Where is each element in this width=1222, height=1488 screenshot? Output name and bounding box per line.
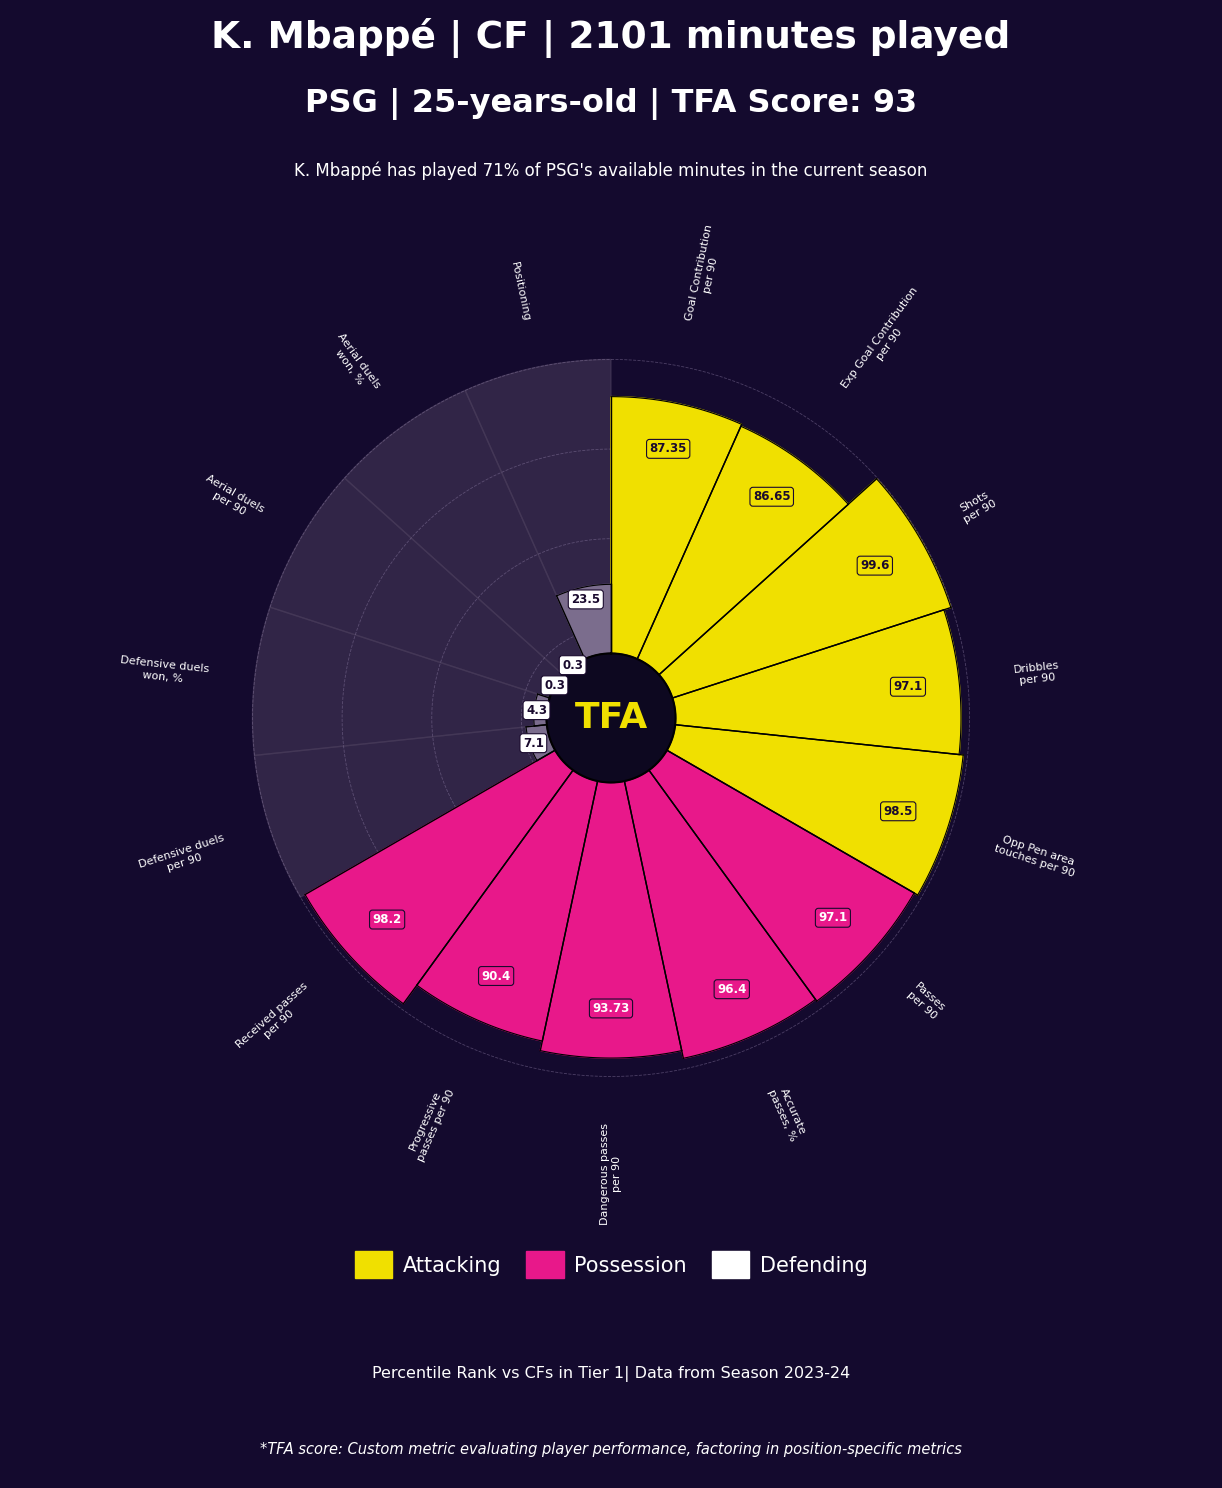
Polygon shape — [611, 397, 742, 659]
Text: Received passes
per 90: Received passes per 90 — [235, 981, 318, 1059]
Polygon shape — [562, 658, 585, 674]
Text: TFA: TFA — [574, 701, 648, 735]
Text: Shots
per 90: Shots per 90 — [957, 488, 998, 525]
Text: Defensive duels
won, %: Defensive duels won, % — [119, 656, 209, 686]
Text: Opp Pen area
touches per 90: Opp Pen area touches per 90 — [993, 833, 1079, 879]
Polygon shape — [466, 360, 611, 659]
Text: 87.35: 87.35 — [650, 442, 687, 455]
Polygon shape — [253, 607, 550, 756]
Text: 90.4: 90.4 — [481, 970, 511, 982]
Text: 7.1: 7.1 — [523, 737, 544, 750]
Text: K. Mbappé has played 71% of PSG's available minutes in the current season: K. Mbappé has played 71% of PSG's availa… — [295, 162, 927, 180]
Polygon shape — [649, 750, 914, 1001]
Text: Passes
per 90: Passes per 90 — [904, 981, 947, 1022]
Legend: Attacking, Possession, Defending: Attacking, Possession, Defending — [346, 1242, 876, 1287]
Polygon shape — [540, 781, 682, 1058]
Text: Defensive duels
per 90: Defensive duels per 90 — [138, 833, 229, 881]
Text: Percentile Rank vs CFs in Tier 1| Data from Season 2023-24: Percentile Rank vs CFs in Tier 1| Data f… — [371, 1366, 851, 1382]
Polygon shape — [672, 610, 960, 754]
Text: PSG | 25-years-old | TFA Score: 93: PSG | 25-years-old | TFA Score: 93 — [306, 88, 916, 119]
Text: Aerial duels
won, %: Aerial duels won, % — [325, 330, 381, 396]
Text: Accurate
passes, %: Accurate passes, % — [766, 1083, 808, 1143]
Polygon shape — [525, 725, 555, 760]
Text: 93.73: 93.73 — [593, 1001, 629, 1015]
Text: Progressive
passes per 90: Progressive passes per 90 — [404, 1083, 456, 1164]
Text: 97.1: 97.1 — [819, 911, 848, 924]
Polygon shape — [637, 426, 848, 674]
Text: Dangerous passes
per 90: Dangerous passes per 90 — [600, 1123, 622, 1225]
Polygon shape — [417, 771, 598, 1042]
Text: 98.5: 98.5 — [884, 805, 913, 818]
Text: 86.65: 86.65 — [753, 490, 791, 503]
Polygon shape — [549, 674, 563, 698]
Polygon shape — [659, 479, 951, 698]
Text: Positioning: Positioning — [510, 262, 532, 323]
Text: 99.6: 99.6 — [860, 559, 890, 573]
Text: 0.3: 0.3 — [544, 679, 565, 692]
Polygon shape — [624, 771, 815, 1058]
Polygon shape — [254, 725, 555, 897]
Polygon shape — [345, 390, 585, 674]
Polygon shape — [557, 585, 611, 659]
Text: 98.2: 98.2 — [373, 914, 402, 926]
Text: 23.5: 23.5 — [571, 592, 600, 606]
Polygon shape — [306, 750, 573, 1004]
Text: Aerial duels
per 90: Aerial duels per 90 — [198, 473, 265, 525]
Text: Exp Goal Contribution
per 90: Exp Goal Contribution per 90 — [841, 286, 930, 396]
Polygon shape — [546, 653, 676, 783]
Polygon shape — [270, 478, 563, 698]
Text: Dribbles
per 90: Dribbles per 90 — [1013, 661, 1061, 686]
Text: 96.4: 96.4 — [717, 982, 747, 995]
Text: 97.1: 97.1 — [893, 680, 923, 693]
Text: 0.3: 0.3 — [562, 659, 583, 671]
Text: K. Mbappé | CF | 2101 minutes played: K. Mbappé | CF | 2101 minutes played — [211, 18, 1011, 58]
Polygon shape — [667, 725, 963, 894]
Polygon shape — [534, 693, 550, 726]
Text: *TFA score: Custom metric evaluating player performance, factoring in position-s: *TFA score: Custom metric evaluating pla… — [260, 1442, 962, 1457]
Text: Goal Contribution
per 90: Goal Contribution per 90 — [684, 223, 726, 324]
Text: 4.3: 4.3 — [525, 704, 547, 717]
